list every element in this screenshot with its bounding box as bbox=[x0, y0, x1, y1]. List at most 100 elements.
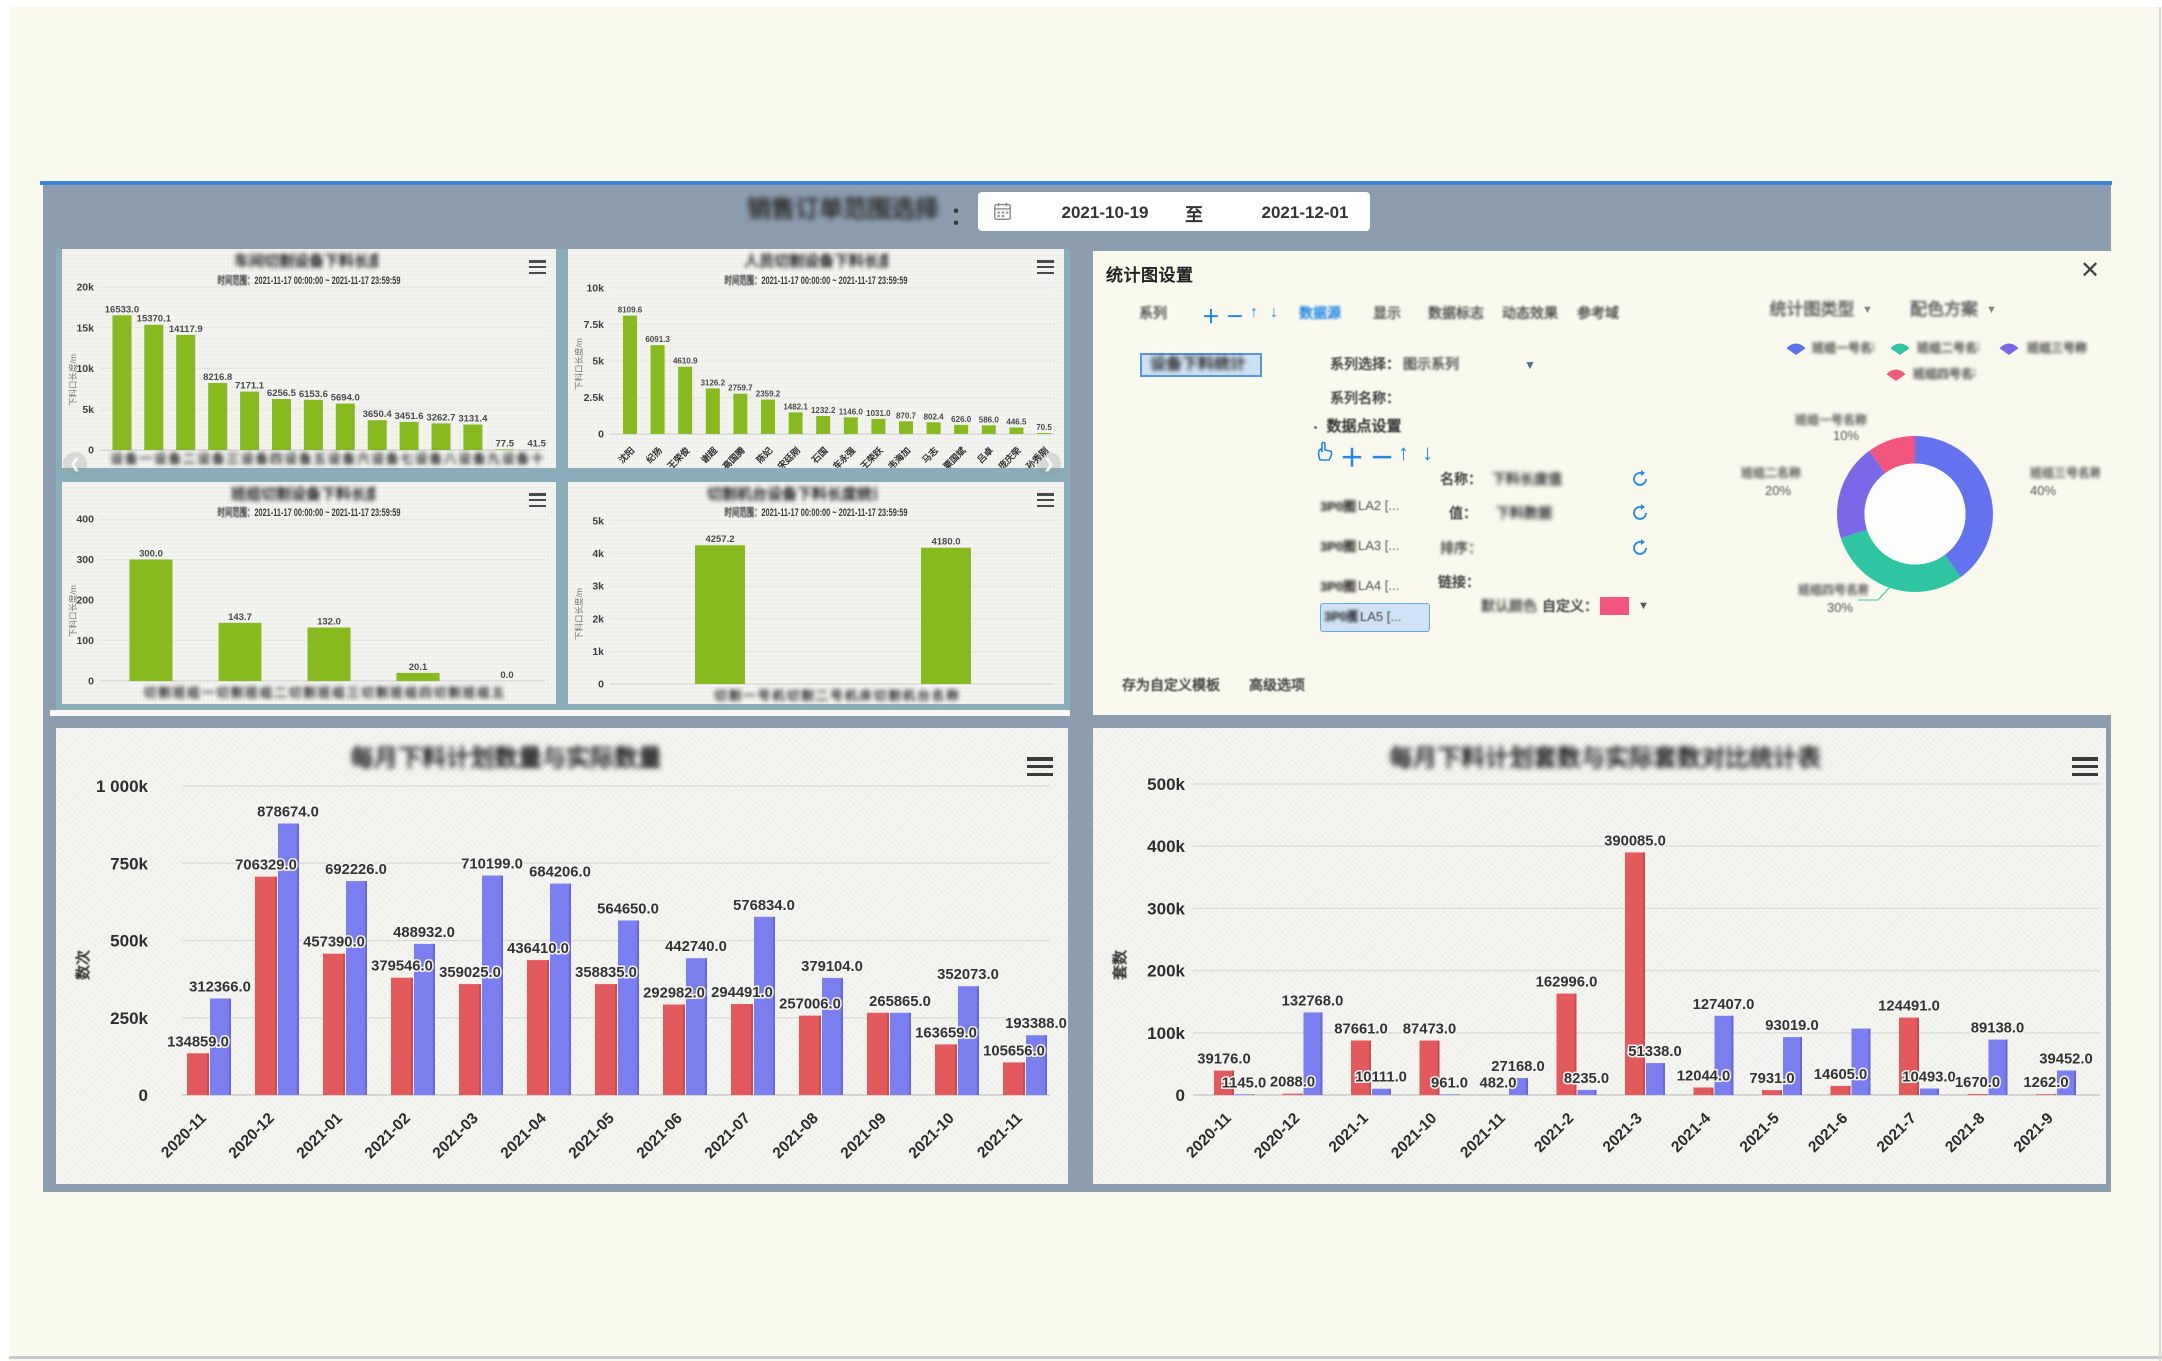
svg-text:100: 100 bbox=[76, 635, 94, 647]
svg-text:5694.0: 5694.0 bbox=[331, 393, 360, 404]
svg-text:5k: 5k bbox=[592, 356, 604, 368]
svg-text:0: 0 bbox=[88, 445, 94, 457]
svg-text:2021-04: 2021-04 bbox=[498, 1110, 551, 1163]
svg-text:132.0: 132.0 bbox=[317, 617, 341, 628]
svg-text:5k: 5k bbox=[82, 404, 94, 416]
svg-text:1k: 1k bbox=[592, 646, 604, 658]
svg-text:3451.6: 3451.6 bbox=[395, 411, 424, 422]
svg-text:2.5k: 2.5k bbox=[584, 392, 605, 404]
svg-text:39452.0: 39452.0 bbox=[2039, 1051, 2093, 1067]
svg-text:下料口长度/m: 下料口长度/m bbox=[68, 354, 78, 406]
svg-text:200: 200 bbox=[76, 595, 94, 607]
svg-text:吕卓: 吕卓 bbox=[975, 445, 996, 466]
svg-text:车永强: 车永强 bbox=[830, 445, 857, 468]
svg-text:706329.0: 706329.0 bbox=[235, 858, 297, 874]
svg-text:2021-11: 2021-11 bbox=[974, 1110, 1026, 1162]
svg-text:王荣俊: 王荣俊 bbox=[665, 445, 692, 468]
svg-text:下料口长度/m: 下料口长度/m bbox=[574, 338, 584, 390]
svg-text:2021-9: 2021-9 bbox=[2011, 1110, 2057, 1156]
svg-text:20.1: 20.1 bbox=[409, 662, 428, 673]
svg-text:下料口长度/m: 下料口长度/m bbox=[68, 585, 78, 637]
svg-text:2021-08: 2021-08 bbox=[770, 1110, 823, 1163]
svg-text:41.5: 41.5 bbox=[527, 439, 546, 450]
svg-text:0: 0 bbox=[139, 1086, 148, 1105]
svg-text:143.7: 143.7 bbox=[228, 612, 252, 623]
svg-text:93019.0: 93019.0 bbox=[1765, 1018, 1819, 1034]
svg-text:12044.0: 12044.0 bbox=[1677, 1069, 1731, 1085]
svg-text:162996.0: 162996.0 bbox=[1536, 975, 1598, 991]
svg-text:4180.0: 4180.0 bbox=[931, 537, 960, 548]
svg-text:127407.0: 127407.0 bbox=[1693, 997, 1755, 1013]
svg-text:0: 0 bbox=[1176, 1086, 1185, 1105]
svg-text:6153.6: 6153.6 bbox=[299, 389, 328, 400]
svg-text:2359.2: 2359.2 bbox=[756, 390, 781, 399]
svg-text:87661.0: 87661.0 bbox=[1334, 1021, 1388, 1037]
svg-text:576834.0: 576834.0 bbox=[733, 898, 795, 914]
svg-text:352073.0: 352073.0 bbox=[937, 967, 999, 983]
svg-text:2021-07: 2021-07 bbox=[702, 1110, 754, 1162]
svg-text:300k: 300k bbox=[1147, 899, 1185, 918]
svg-text:4610.9: 4610.9 bbox=[673, 357, 698, 366]
svg-text:谢超: 谢超 bbox=[699, 444, 720, 465]
svg-text:457390.0: 457390.0 bbox=[303, 935, 365, 951]
svg-text:2759.7: 2759.7 bbox=[728, 384, 753, 393]
svg-text:4k: 4k bbox=[592, 548, 604, 560]
svg-text:27168.0: 27168.0 bbox=[1491, 1059, 1545, 1075]
svg-text:200k: 200k bbox=[1147, 962, 1185, 981]
svg-text:8216.8: 8216.8 bbox=[203, 372, 232, 383]
svg-text:684206.0: 684206.0 bbox=[529, 865, 591, 881]
svg-text:0: 0 bbox=[598, 429, 604, 441]
svg-text:379546.0: 379546.0 bbox=[371, 959, 433, 975]
svg-text:8235.0: 8235.0 bbox=[1564, 1071, 1609, 1087]
svg-text:3126.2: 3126.2 bbox=[701, 378, 726, 387]
svg-text:2021-09: 2021-09 bbox=[838, 1110, 891, 1163]
svg-text:石国: 石国 bbox=[809, 445, 830, 466]
svg-text:10k: 10k bbox=[586, 283, 604, 295]
svg-text:0.0: 0.0 bbox=[500, 670, 513, 681]
svg-text:0: 0 bbox=[88, 676, 94, 688]
svg-text:750k: 750k bbox=[110, 854, 148, 873]
svg-text:2021-05: 2021-05 bbox=[566, 1110, 619, 1163]
svg-text:124491.0: 124491.0 bbox=[1878, 999, 1940, 1015]
svg-text:400: 400 bbox=[76, 514, 94, 526]
svg-text:446.5: 446.5 bbox=[1006, 417, 1027, 426]
svg-text:692226.0: 692226.0 bbox=[325, 862, 387, 878]
svg-text:7.5k: 7.5k bbox=[584, 319, 605, 331]
svg-text:马志: 马志 bbox=[919, 445, 940, 466]
svg-text:2021-10: 2021-10 bbox=[1388, 1110, 1440, 1162]
svg-text:2021-7: 2021-7 bbox=[1874, 1110, 1920, 1156]
svg-text:1145.0: 1145.0 bbox=[1222, 1075, 1266, 1091]
svg-text:163659.0: 163659.0 bbox=[915, 1025, 977, 1041]
svg-text:5k: 5k bbox=[592, 516, 604, 528]
svg-text:陈妃: 陈妃 bbox=[754, 445, 775, 466]
svg-text:2021-01: 2021-01 bbox=[294, 1110, 347, 1163]
svg-text:257006.0: 257006.0 bbox=[779, 997, 841, 1013]
svg-text:14117.9: 14117.9 bbox=[169, 324, 203, 335]
svg-text:1670.0: 1670.0 bbox=[1955, 1075, 2000, 1091]
svg-text:710199.0: 710199.0 bbox=[461, 857, 523, 873]
svg-text:134859.0: 134859.0 bbox=[167, 1034, 229, 1050]
svg-text:2021-5: 2021-5 bbox=[1737, 1110, 1783, 1156]
svg-text:王荣跃: 王荣跃 bbox=[858, 444, 886, 468]
svg-text:89138.0: 89138.0 bbox=[1971, 1021, 2025, 1037]
svg-text:粟国斌: 粟国斌 bbox=[940, 445, 968, 468]
svg-text:870.7: 870.7 bbox=[896, 411, 917, 420]
svg-text:10k: 10k bbox=[76, 363, 94, 375]
svg-text:878674.0: 878674.0 bbox=[257, 804, 319, 820]
svg-text:390085.0: 390085.0 bbox=[1604, 833, 1666, 849]
svg-text:2021-3: 2021-3 bbox=[1600, 1110, 1646, 1156]
svg-text:292982.0: 292982.0 bbox=[643, 985, 705, 1001]
svg-text:802.4: 802.4 bbox=[924, 412, 945, 421]
svg-text:2020-12: 2020-12 bbox=[226, 1110, 278, 1162]
svg-text:数次: 数次 bbox=[74, 950, 92, 980]
svg-text:1232.2: 1232.2 bbox=[811, 406, 836, 415]
svg-text:纪扬: 纪扬 bbox=[643, 445, 664, 466]
svg-text:436410.0: 436410.0 bbox=[507, 941, 569, 957]
svg-text:586.0: 586.0 bbox=[979, 415, 1000, 424]
svg-text:沈阳: 沈阳 bbox=[616, 445, 637, 466]
svg-text:70.5: 70.5 bbox=[1036, 423, 1052, 432]
svg-text:379104.0: 379104.0 bbox=[801, 959, 863, 975]
svg-text:20k: 20k bbox=[76, 282, 94, 294]
svg-text:482.0: 482.0 bbox=[1479, 1076, 1516, 1092]
svg-text:105656.0: 105656.0 bbox=[983, 1043, 1045, 1059]
